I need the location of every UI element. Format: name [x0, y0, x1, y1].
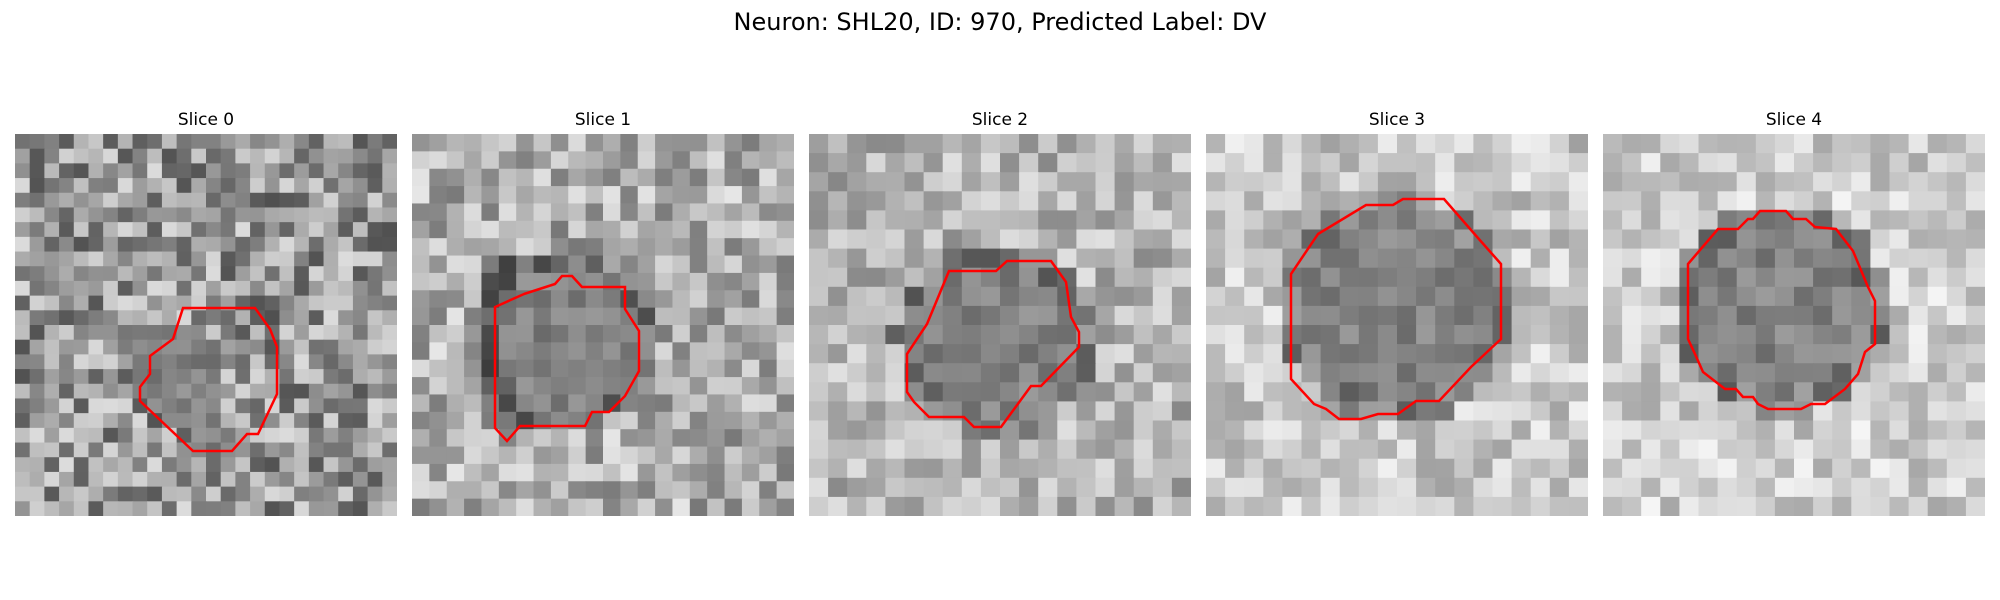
cell-contour	[493, 274, 641, 443]
slice-image-0	[15, 134, 397, 516]
cell-contour	[1686, 209, 1877, 411]
slice-panel-4: Slice 4	[1603, 110, 1985, 516]
slice-title: Slice 4	[1765, 110, 1823, 130]
slice-image-1	[412, 134, 794, 516]
slice-title: Slice 0	[177, 110, 235, 130]
slice-title: Slice 3	[1368, 110, 1426, 130]
slice-image-3	[1206, 134, 1588, 516]
slice-image-2	[809, 134, 1191, 516]
slice-panel-0: Slice 0	[15, 110, 397, 516]
cell-contour	[1289, 197, 1503, 421]
slice-panel-2: Slice 2	[809, 110, 1191, 516]
slice-panel-3: Slice 3	[1206, 110, 1588, 516]
slice-title: Slice 1	[574, 110, 632, 130]
figure-title: Neuron: SHL20, ID: 970, Predicted Label:…	[733, 8, 1267, 36]
slice-title: Slice 2	[971, 110, 1029, 130]
slice-panel-1: Slice 1	[412, 110, 794, 516]
slice-image-4	[1603, 134, 1985, 516]
cell-contour	[138, 306, 279, 453]
cell-contour	[905, 259, 1081, 429]
